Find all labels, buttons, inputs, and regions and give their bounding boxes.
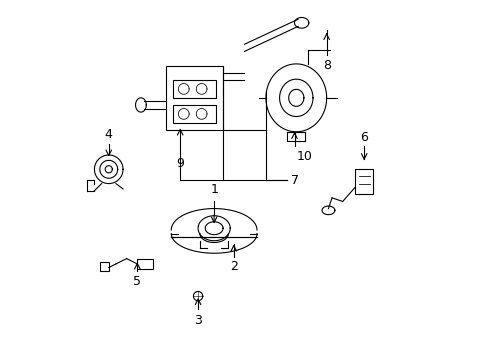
- Text: 3: 3: [194, 314, 202, 327]
- Bar: [173, 80, 216, 98]
- Text: 7: 7: [290, 174, 298, 186]
- Text: 8: 8: [322, 59, 330, 72]
- Bar: [173, 105, 216, 123]
- Text: 1: 1: [210, 183, 218, 196]
- Bar: [137, 258, 153, 269]
- Bar: [354, 169, 372, 194]
- Bar: [100, 262, 108, 271]
- Text: 2: 2: [229, 260, 237, 273]
- Text: 10: 10: [296, 150, 311, 163]
- Text: 4: 4: [104, 128, 112, 141]
- Text: 9: 9: [176, 157, 184, 170]
- Bar: [165, 66, 223, 130]
- Text: 6: 6: [360, 131, 367, 144]
- Text: 5: 5: [133, 275, 141, 288]
